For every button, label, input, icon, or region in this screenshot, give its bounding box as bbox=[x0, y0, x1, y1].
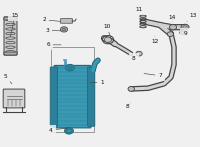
FancyBboxPatch shape bbox=[88, 67, 95, 126]
Circle shape bbox=[65, 128, 73, 134]
Circle shape bbox=[169, 25, 177, 30]
Circle shape bbox=[183, 26, 187, 29]
Circle shape bbox=[68, 66, 72, 69]
Text: 12: 12 bbox=[151, 36, 159, 44]
Text: 13: 13 bbox=[187, 13, 197, 21]
Text: 7: 7 bbox=[144, 73, 162, 78]
Circle shape bbox=[180, 31, 185, 35]
Text: 8: 8 bbox=[125, 101, 131, 109]
FancyBboxPatch shape bbox=[3, 89, 25, 108]
Text: 4: 4 bbox=[49, 128, 68, 133]
FancyBboxPatch shape bbox=[54, 65, 91, 128]
Text: 6: 6 bbox=[46, 42, 61, 47]
FancyBboxPatch shape bbox=[50, 67, 57, 126]
Text: 2: 2 bbox=[42, 17, 60, 22]
Text: 3: 3 bbox=[45, 28, 61, 33]
FancyBboxPatch shape bbox=[4, 52, 17, 55]
Circle shape bbox=[60, 27, 68, 32]
Circle shape bbox=[136, 51, 142, 56]
Circle shape bbox=[181, 24, 189, 30]
FancyBboxPatch shape bbox=[4, 17, 17, 20]
Text: 14: 14 bbox=[168, 15, 176, 23]
Circle shape bbox=[104, 37, 112, 42]
FancyBboxPatch shape bbox=[4, 17, 17, 55]
FancyBboxPatch shape bbox=[60, 19, 73, 23]
Text: 9: 9 bbox=[181, 30, 187, 36]
Text: 1: 1 bbox=[90, 80, 104, 85]
Circle shape bbox=[167, 32, 174, 36]
Circle shape bbox=[67, 129, 71, 132]
Text: 8: 8 bbox=[132, 52, 137, 61]
Text: 5: 5 bbox=[3, 74, 12, 84]
Circle shape bbox=[66, 64, 74, 71]
Text: 11: 11 bbox=[135, 7, 143, 15]
Text: 10: 10 bbox=[103, 24, 111, 39]
Circle shape bbox=[128, 87, 134, 91]
Text: 15: 15 bbox=[10, 13, 19, 37]
Circle shape bbox=[62, 28, 66, 31]
